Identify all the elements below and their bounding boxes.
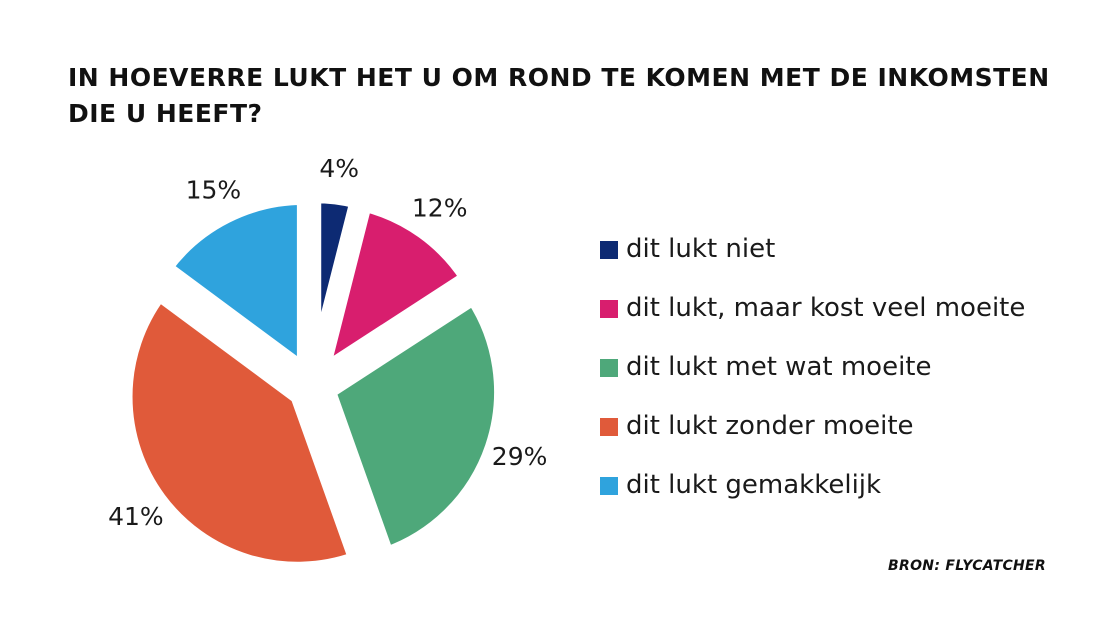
legend-swatch-dit-lukt-niet xyxy=(600,241,618,259)
pie-slice-dit-lukt-maar-kost-veel-moeite xyxy=(311,196,477,387)
legend-label-dit-lukt-zonder-moeite: dit lukt zonder moeite xyxy=(626,411,914,441)
data-label-dit-lukt-zonder-moeite: 41% xyxy=(108,502,164,531)
legend-label-dit-lukt-maar-kost-veel-moeite: dit lukt, maar kost veel moeite xyxy=(626,293,1026,323)
legend-item-dit-lukt-gemakkelijk: dit lukt gemakkelijk xyxy=(600,466,1080,525)
legend-item-dit-lukt-zonder-moeite: dit lukt zonder moeite xyxy=(600,407,1080,466)
pie-slice-dit-lukt-zonder-moeite xyxy=(118,284,365,576)
legend-swatch-dit-lukt-met-wat-moeite xyxy=(600,359,618,377)
chart-title: IN HOEVERRE LUKT HET U OM ROND TE KOMEN … xyxy=(68,63,1050,128)
pie-slices xyxy=(118,189,509,576)
legend-label-dit-lukt-niet: dit lukt niet xyxy=(626,234,776,264)
source-note: BRON: FLYCATCHER xyxy=(888,558,1046,574)
data-label-dit-lukt-maar-kost-veel-moeite: 12% xyxy=(412,193,468,222)
legend-item-dit-lukt-maar-kost-veel-moeite: dit lukt, maar kost veel moeite xyxy=(600,289,1080,348)
pie-labels: 4% 12% 29% 41% 15% xyxy=(108,154,547,531)
legend: dit lukt niet dit lukt, maar kost veel m… xyxy=(600,230,1080,525)
data-label-dit-lukt-niet: 4% xyxy=(319,154,359,183)
pie-slice-dit-lukt-met-wat-moeite xyxy=(320,288,509,563)
legend-swatch-dit-lukt-gemakkelijk xyxy=(600,477,618,495)
pie-slice-dit-lukt-niet xyxy=(307,189,366,370)
pie-chart: 4% 12% 29% 41% 15% xyxy=(108,154,548,576)
legend-item-dit-lukt-niet: dit lukt niet xyxy=(600,230,1080,289)
pie-slice-dit-lukt-gemakkelijk xyxy=(155,190,311,384)
data-label-dit-lukt-met-wat-moeite: 29% xyxy=(492,442,548,471)
legend-swatch-dit-lukt-maar-kost-veel-moeite xyxy=(600,300,618,318)
legend-label-dit-lukt-met-wat-moeite: dit lukt met wat moeite xyxy=(626,352,932,382)
legend-item-dit-lukt-met-wat-moeite: dit lukt met wat moeite xyxy=(600,348,1080,407)
data-label-dit-lukt-gemakkelijk: 15% xyxy=(186,176,242,205)
legend-swatch-dit-lukt-zonder-moeite xyxy=(600,418,618,436)
legend-label-dit-lukt-gemakkelijk: dit lukt gemakkelijk xyxy=(626,470,882,500)
